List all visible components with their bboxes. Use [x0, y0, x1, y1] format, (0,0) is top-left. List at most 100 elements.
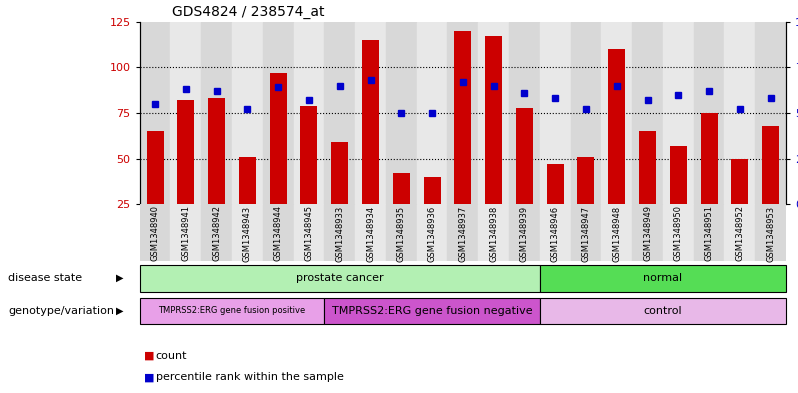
Bar [140, 22, 171, 204]
Bar [755, 204, 786, 261]
Text: ▶: ▶ [117, 273, 124, 283]
Bar [362, 40, 379, 204]
Bar [663, 22, 693, 204]
Bar [147, 131, 164, 204]
Bar [509, 22, 539, 204]
Text: GSM1348945: GSM1348945 [305, 206, 314, 261]
Bar [478, 204, 509, 261]
Text: ▶: ▶ [117, 306, 124, 316]
Text: ■: ■ [144, 351, 154, 361]
Bar [270, 73, 286, 204]
Text: GSM1348950: GSM1348950 [674, 206, 683, 261]
Bar [324, 204, 355, 261]
Bar [417, 204, 448, 261]
Text: GSM1348948: GSM1348948 [612, 206, 621, 262]
Text: genotype/variation: genotype/variation [8, 306, 114, 316]
Bar [417, 22, 448, 204]
Text: GSM1348952: GSM1348952 [736, 206, 745, 261]
Bar [232, 22, 263, 204]
Bar [324, 22, 355, 204]
Text: control: control [644, 306, 682, 316]
Bar [725, 22, 755, 204]
Bar [201, 204, 232, 261]
Bar [608, 49, 625, 204]
Text: GSM1348949: GSM1348949 [643, 206, 652, 261]
Bar [331, 142, 348, 204]
Bar [762, 126, 779, 204]
Text: ■: ■ [144, 372, 154, 382]
Bar [663, 204, 693, 261]
Text: GSM1348938: GSM1348938 [489, 206, 498, 262]
Bar [263, 204, 294, 261]
Text: GSM1348947: GSM1348947 [582, 206, 591, 262]
Bar [755, 22, 786, 204]
Bar [393, 173, 409, 204]
Text: prostate cancer: prostate cancer [296, 273, 384, 283]
Text: GSM1348946: GSM1348946 [551, 206, 559, 262]
Bar [454, 31, 472, 204]
Text: GSM1348944: GSM1348944 [274, 206, 282, 261]
Bar [140, 298, 324, 324]
Bar [632, 22, 663, 204]
Bar [539, 22, 571, 204]
Bar [140, 265, 539, 292]
Text: GSM1348935: GSM1348935 [397, 206, 405, 262]
Bar [693, 204, 725, 261]
Bar [171, 22, 201, 204]
Bar [294, 22, 324, 204]
Bar [571, 204, 602, 261]
Bar [424, 177, 440, 204]
Bar [478, 22, 509, 204]
Text: GSM1348943: GSM1348943 [243, 206, 252, 262]
Bar [701, 113, 717, 204]
Bar [386, 204, 417, 261]
Bar [171, 204, 201, 261]
Text: GSM1348951: GSM1348951 [705, 206, 713, 261]
Bar [732, 159, 749, 204]
Text: GSM1348953: GSM1348953 [766, 206, 775, 262]
Bar [578, 157, 595, 204]
Bar [547, 164, 563, 204]
Text: GSM1348942: GSM1348942 [212, 206, 221, 261]
Text: percentile rank within the sample: percentile rank within the sample [156, 372, 343, 382]
Bar [602, 22, 632, 204]
Bar [509, 204, 539, 261]
Bar [539, 265, 786, 292]
Bar [639, 131, 656, 204]
Bar [208, 98, 225, 204]
Text: count: count [156, 351, 187, 361]
Bar [693, 22, 725, 204]
Bar [571, 22, 602, 204]
Bar [239, 157, 256, 204]
Text: GSM1348940: GSM1348940 [151, 206, 160, 261]
Bar [177, 100, 194, 204]
Bar [232, 204, 263, 261]
Bar [516, 108, 533, 204]
Bar [386, 22, 417, 204]
Bar [263, 22, 294, 204]
Text: normal: normal [643, 273, 682, 283]
Bar [539, 204, 571, 261]
Bar [539, 298, 786, 324]
Text: GDS4824 / 238574_at: GDS4824 / 238574_at [172, 5, 325, 19]
Bar [725, 204, 755, 261]
Bar [485, 36, 502, 204]
Text: GSM1348941: GSM1348941 [181, 206, 190, 261]
Text: GSM1348936: GSM1348936 [428, 206, 437, 262]
Text: GSM1348933: GSM1348933 [335, 206, 344, 262]
Text: GSM1348939: GSM1348939 [520, 206, 529, 262]
Bar [355, 22, 386, 204]
Bar [670, 146, 687, 204]
Bar [632, 204, 663, 261]
Bar [448, 22, 478, 204]
Text: GSM1348934: GSM1348934 [366, 206, 375, 262]
Bar [140, 204, 171, 261]
Bar [448, 204, 478, 261]
Text: GSM1348937: GSM1348937 [458, 206, 468, 262]
Bar [602, 204, 632, 261]
Bar [201, 22, 232, 204]
Text: TMPRSS2:ERG gene fusion positive: TMPRSS2:ERG gene fusion positive [158, 307, 306, 315]
Bar [301, 106, 318, 204]
Bar [294, 204, 324, 261]
Bar [324, 298, 539, 324]
